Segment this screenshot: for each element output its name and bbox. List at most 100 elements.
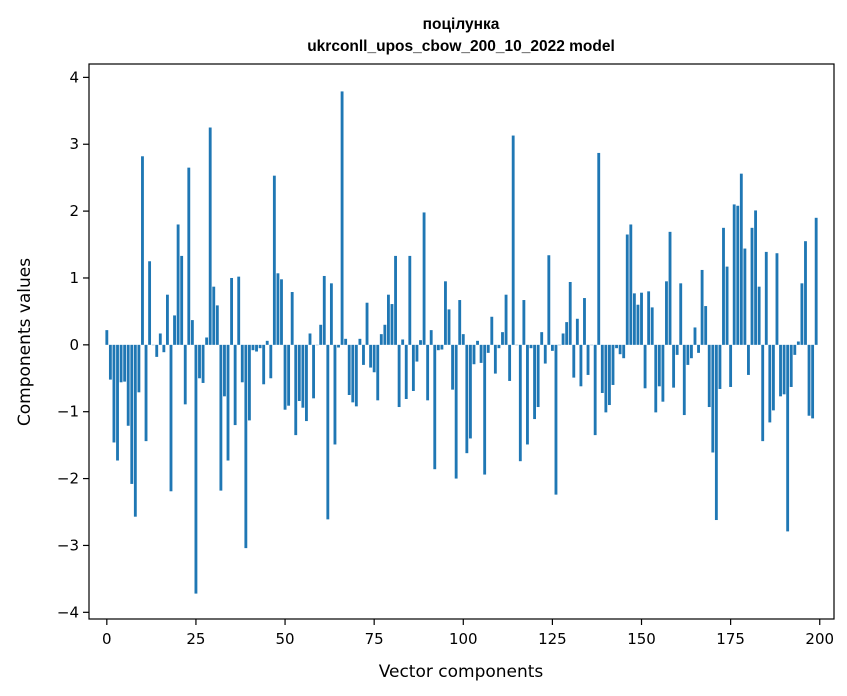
y-axis-ticks: −4 −3 −2 −1 0 1 2 3 4 bbox=[57, 68, 89, 621]
bar-component-16 bbox=[162, 344, 166, 353]
bar-component-2 bbox=[112, 344, 116, 443]
bar-component-76 bbox=[376, 344, 380, 401]
bar-component-95 bbox=[444, 281, 447, 345]
plot-frame bbox=[88, 63, 835, 620]
chart-title-line-2: ukrconll_upos_cbow_200_10_2022 model bbox=[307, 38, 615, 55]
bar-component-114 bbox=[511, 135, 515, 345]
bar-component-102 bbox=[468, 344, 472, 439]
bar-component-175 bbox=[729, 344, 733, 387]
bar-component-71 bbox=[358, 338, 362, 345]
bar-component-40 bbox=[247, 344, 251, 421]
bar-component-1 bbox=[108, 344, 112, 380]
bar-component-162 bbox=[682, 344, 686, 416]
bar-component-96 bbox=[447, 309, 451, 345]
bar-component-34 bbox=[226, 344, 230, 461]
bar-component-133 bbox=[579, 344, 583, 387]
bar-component-51 bbox=[287, 344, 291, 406]
bar-component-121 bbox=[536, 344, 540, 408]
bar-component-49 bbox=[280, 279, 283, 345]
bar-component-135 bbox=[586, 344, 590, 375]
bar-component-50 bbox=[283, 344, 287, 410]
bar-component-179 bbox=[743, 248, 747, 345]
bar-component-190 bbox=[782, 344, 786, 395]
chart-title-line-1: поцілунка bbox=[423, 16, 500, 33]
y-tick-label: −4 bbox=[57, 603, 79, 621]
bar-component-43 bbox=[258, 344, 262, 349]
y-axis-label: Components values bbox=[15, 258, 35, 426]
bar-component-7 bbox=[130, 344, 134, 484]
bar-component-107 bbox=[486, 344, 490, 353]
bar-component-94 bbox=[440, 344, 444, 350]
bar-component-100 bbox=[461, 334, 465, 345]
bar-component-32 bbox=[219, 344, 223, 491]
bar-component-61 bbox=[322, 275, 326, 345]
bar-component-8 bbox=[133, 344, 137, 517]
bar-component-117 bbox=[522, 300, 526, 345]
bar-component-68 bbox=[347, 344, 351, 395]
bar-component-53 bbox=[294, 344, 298, 436]
bar-component-99 bbox=[458, 300, 462, 345]
bar-component-171 bbox=[714, 344, 718, 521]
bar-component-101 bbox=[465, 344, 469, 454]
bar-component-111 bbox=[501, 332, 504, 345]
bar-component-170 bbox=[711, 344, 715, 453]
bar-component-72 bbox=[362, 344, 365, 365]
y-tick-label: 4 bbox=[69, 68, 79, 86]
bar-component-86 bbox=[411, 344, 415, 391]
bar-component-144 bbox=[618, 344, 622, 355]
bar-component-112 bbox=[504, 294, 508, 345]
x-tick-label: 125 bbox=[538, 630, 567, 648]
y-tick-label: −1 bbox=[57, 403, 79, 421]
x-tick-label: 200 bbox=[805, 630, 834, 648]
bar-component-131 bbox=[572, 344, 576, 378]
bar-component-124 bbox=[547, 255, 551, 345]
bar-component-65 bbox=[337, 344, 340, 348]
bar-component-172 bbox=[718, 344, 722, 389]
bar-component-199 bbox=[814, 217, 818, 345]
bar-component-123 bbox=[543, 344, 547, 364]
bar-component-176 bbox=[732, 204, 736, 345]
bar-component-177 bbox=[736, 205, 740, 345]
x-tick-label: 175 bbox=[716, 630, 745, 648]
bar-component-191 bbox=[786, 344, 790, 532]
y-tick-label: −2 bbox=[57, 470, 79, 488]
bar-component-26 bbox=[198, 344, 201, 379]
bar-component-169 bbox=[707, 344, 711, 408]
bar-component-109 bbox=[493, 344, 497, 374]
bar-component-31 bbox=[215, 305, 219, 345]
bar-component-105 bbox=[479, 344, 483, 363]
bar-component-159 bbox=[672, 344, 676, 388]
y-tick-label: 3 bbox=[69, 135, 79, 153]
bar-component-77 bbox=[379, 334, 383, 345]
bar-component-9 bbox=[137, 344, 141, 393]
bar-component-37 bbox=[237, 276, 241, 345]
bar-component-18 bbox=[169, 344, 173, 492]
bar-component-57 bbox=[308, 333, 312, 345]
bar-component-152 bbox=[647, 291, 651, 345]
bar-component-163 bbox=[686, 344, 690, 365]
x-tick-label: 100 bbox=[449, 630, 478, 648]
bar-component-146 bbox=[625, 234, 629, 345]
bar-component-183 bbox=[757, 286, 761, 345]
bar-component-120 bbox=[533, 344, 536, 420]
bar-component-156 bbox=[661, 344, 665, 402]
bar-component-23 bbox=[187, 167, 191, 345]
bar-component-141 bbox=[608, 344, 611, 406]
bar-component-5 bbox=[123, 344, 127, 382]
bar-component-186 bbox=[768, 344, 772, 423]
bar-component-52 bbox=[290, 292, 294, 345]
bar-component-153 bbox=[650, 307, 654, 345]
bar-component-139 bbox=[600, 344, 604, 393]
bar-component-185 bbox=[764, 251, 768, 345]
bar-component-64 bbox=[333, 344, 337, 445]
bar-component-168 bbox=[704, 306, 708, 345]
bar-component-25 bbox=[194, 344, 198, 594]
bar-component-63 bbox=[329, 283, 333, 345]
bar-component-196 bbox=[804, 241, 807, 345]
bar-component-35 bbox=[230, 277, 234, 345]
bar-component-75 bbox=[372, 344, 376, 373]
bar-component-6 bbox=[126, 344, 130, 426]
bar-component-165 bbox=[693, 327, 697, 345]
bar-component-187 bbox=[771, 344, 775, 411]
